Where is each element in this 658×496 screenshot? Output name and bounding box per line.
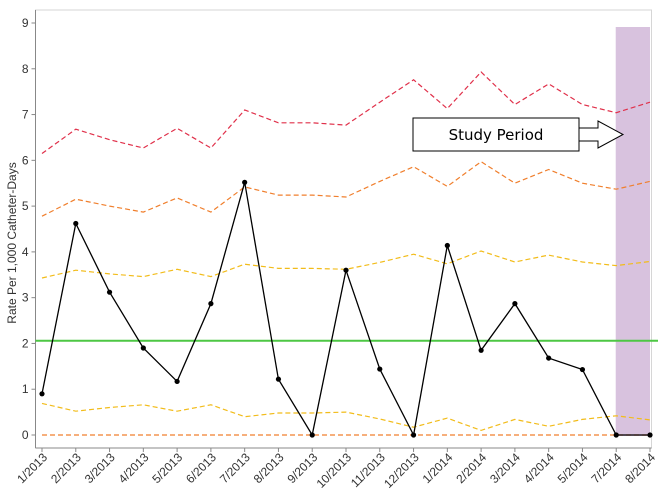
annotation-layer: Study Period [412,117,625,152]
y-axis-label: Rate Per 1,000 Catheter-Days [5,162,19,323]
y-tick-label: 5 [22,199,29,213]
observed-rate-point [478,347,484,353]
limit-line-upper-3sd [41,71,651,154]
y-tick-label: 2 [22,336,29,350]
y-tick-label: 4 [22,245,29,259]
background-layer [615,27,650,436]
study-period-arrow [578,120,625,149]
limit-line-upper-1sd [41,250,651,279]
observed-rate-point [208,301,214,307]
x-tick-label: 1/2014 [420,450,456,486]
x-tick-label: 2/2014 [453,450,489,486]
x-tick-label: 4/2013 [116,450,152,486]
observed-rate-point [343,267,349,273]
x-tick-label: 8/2014 [622,450,658,486]
observed-rate-point [512,301,518,307]
plot-frame [35,9,652,449]
y-tick-label: 7 [22,108,29,122]
x-tick-label: 12/2013 [381,450,422,491]
x-tick-label: 8/2013 [251,450,287,486]
limit-line-upper-2sd [41,160,651,217]
x-tick-label: 2/2013 [48,450,84,486]
observed-rate-line [41,182,650,438]
limit-line-lower-1sd [41,402,651,432]
x-tick-label: 5/2014 [555,450,591,486]
observed-rate-point [410,432,417,438]
y-tick-label: 9 [22,16,29,30]
y-tick-label: 0 [22,428,29,442]
study-period-band [615,27,650,436]
observed-rate-point [39,391,45,397]
observed-rate-point [647,432,653,438]
axes-layer: 0 1 2 3 4 5 6 7 8 9 1/20132/20133/20134/20135/2013… [14,9,658,491]
x-tick-label: 6/2013 [183,450,219,486]
x-tick-label: 3/2014 [487,450,523,486]
y-tick-label: 8 [22,62,29,76]
x-tick-label: 11/2013 [348,450,388,490]
x-tick-label: 7/2014 [588,450,624,486]
data-layer [39,179,653,438]
observed-rate-point [174,378,180,385]
y-tick-label: 1 [22,382,29,396]
observed-rate-point [444,242,450,249]
observed-rate-point [546,355,552,361]
observed-rate-point [377,366,383,372]
x-tick-label: 10/2013 [314,450,355,491]
observed-rate-point [242,179,248,185]
x-tick-label: 7/2013 [217,450,253,486]
x-tick-label: 3/2013 [82,450,118,486]
observed-rate-point [140,345,146,351]
study-period-label: Study Period [449,126,544,144]
observed-rate-point [613,432,619,438]
reference-lines-layer [35,71,658,436]
observed-rate-point [275,376,282,382]
observed-rate-point [73,220,79,227]
x-tick-label: 4/2014 [521,450,557,486]
x-tick-label: 5/2013 [149,450,185,486]
observed-rate-point [309,432,315,438]
observed-rate-point [579,366,586,373]
x-tick-label: 1/2013 [14,450,50,486]
y-tick-label: 3 [22,291,29,305]
y-tick-label: 6 [22,153,29,167]
observed-rate-point [106,289,113,295]
